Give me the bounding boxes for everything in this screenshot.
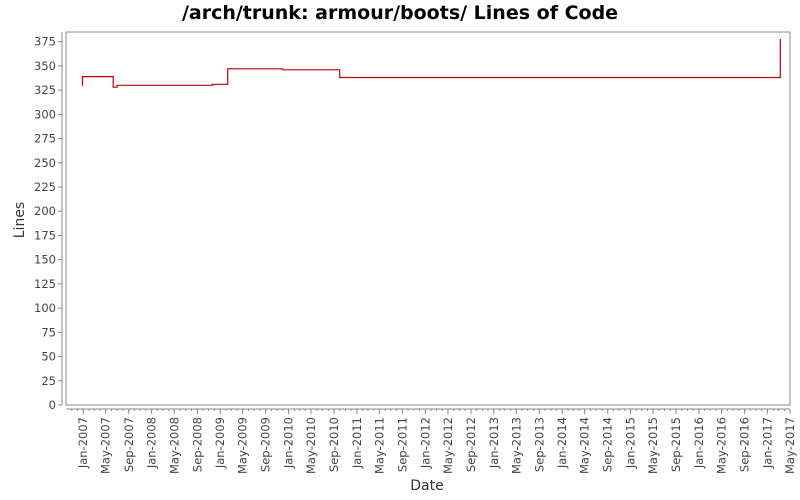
x-tick-label: Sep-2008 xyxy=(190,417,204,472)
x-tick-label: Jan-2008 xyxy=(145,417,159,469)
x-tick-label: Sep-2007 xyxy=(122,417,136,472)
x-tick-label: Jan-2010 xyxy=(282,417,296,469)
x-tick-label: Jan-2012 xyxy=(418,417,432,469)
y-tick-label: 100 xyxy=(34,301,56,315)
x-tick-label: May-2011 xyxy=(372,417,386,474)
x-tick-label: Jan-2016 xyxy=(692,417,706,469)
x-tick-label: May-2015 xyxy=(646,417,660,474)
plot-area xyxy=(65,31,791,406)
x-axis-title: Date xyxy=(410,478,443,494)
x-tick-label: Sep-2015 xyxy=(669,417,683,472)
x-tick-label: May-2014 xyxy=(578,417,592,474)
x-tick-label: Sep-2011 xyxy=(395,417,409,472)
x-tick-label: May-2007 xyxy=(99,417,113,474)
x-tick-label: Sep-2014 xyxy=(601,417,615,472)
x-tick-label: Jan-2013 xyxy=(487,417,501,469)
x-tick-label: May-2012 xyxy=(441,417,455,474)
x-tick-label: Sep-2016 xyxy=(738,417,752,472)
y-tick-label: 300 xyxy=(34,107,56,121)
x-tick-label: Sep-2010 xyxy=(327,417,341,472)
x-tick-label: Jan-2007 xyxy=(76,417,90,469)
x-tick-label: Sep-2009 xyxy=(259,417,273,472)
y-tick-label: 275 xyxy=(34,132,56,146)
x-tick-label: Jan-2015 xyxy=(624,417,638,469)
chart-title: /arch/trunk: armour/boots/ Lines of Code xyxy=(181,2,619,24)
y-tick-label: 75 xyxy=(41,325,56,339)
x-tick-label: Jan-2017 xyxy=(761,417,775,469)
y-tick-label: 125 xyxy=(34,277,56,291)
x-tick-label: May-2010 xyxy=(304,417,318,474)
series-layer xyxy=(81,38,781,88)
x-tick-label: Sep-2013 xyxy=(532,417,546,472)
y-axis: 0 25 50 75 100 125 150 175 200 225 250 275 300 325 350… xyxy=(34,32,63,412)
y-tick-label: 225 xyxy=(34,180,56,194)
y-tick-label: 250 xyxy=(34,156,56,170)
y-tick-label: 375 xyxy=(34,35,56,49)
y-axis-title: Lines xyxy=(12,202,28,238)
y-tick-label: 175 xyxy=(34,228,56,242)
y-tick-label: 150 xyxy=(34,253,56,267)
x-tick-label: May-2013 xyxy=(509,417,523,474)
x-tick-label: May-2016 xyxy=(715,417,729,474)
series-line xyxy=(81,38,781,88)
x-tick-label: May-2008 xyxy=(167,417,181,474)
y-tick-label: 350 xyxy=(34,59,56,73)
x-tick-label: May-2017 xyxy=(783,417,797,474)
x-tick-label: May-2009 xyxy=(236,417,250,474)
y-tick-label: 200 xyxy=(34,204,56,218)
x-tick-label: Sep-2012 xyxy=(464,417,478,472)
y-tick-label: 50 xyxy=(41,350,56,364)
y-tick-label: 0 xyxy=(49,398,56,412)
x-tick-label: Jan-2009 xyxy=(213,417,227,469)
x-axis: Jan-2007 May-2007 Sep-2007 Jan-2008 May-2008… xyxy=(66,408,797,474)
x-tick-label: Jan-2011 xyxy=(350,417,364,469)
y-tick-label: 325 xyxy=(34,83,56,97)
y-tick-label: 25 xyxy=(41,374,56,388)
x-tick-label: Jan-2014 xyxy=(555,417,569,469)
